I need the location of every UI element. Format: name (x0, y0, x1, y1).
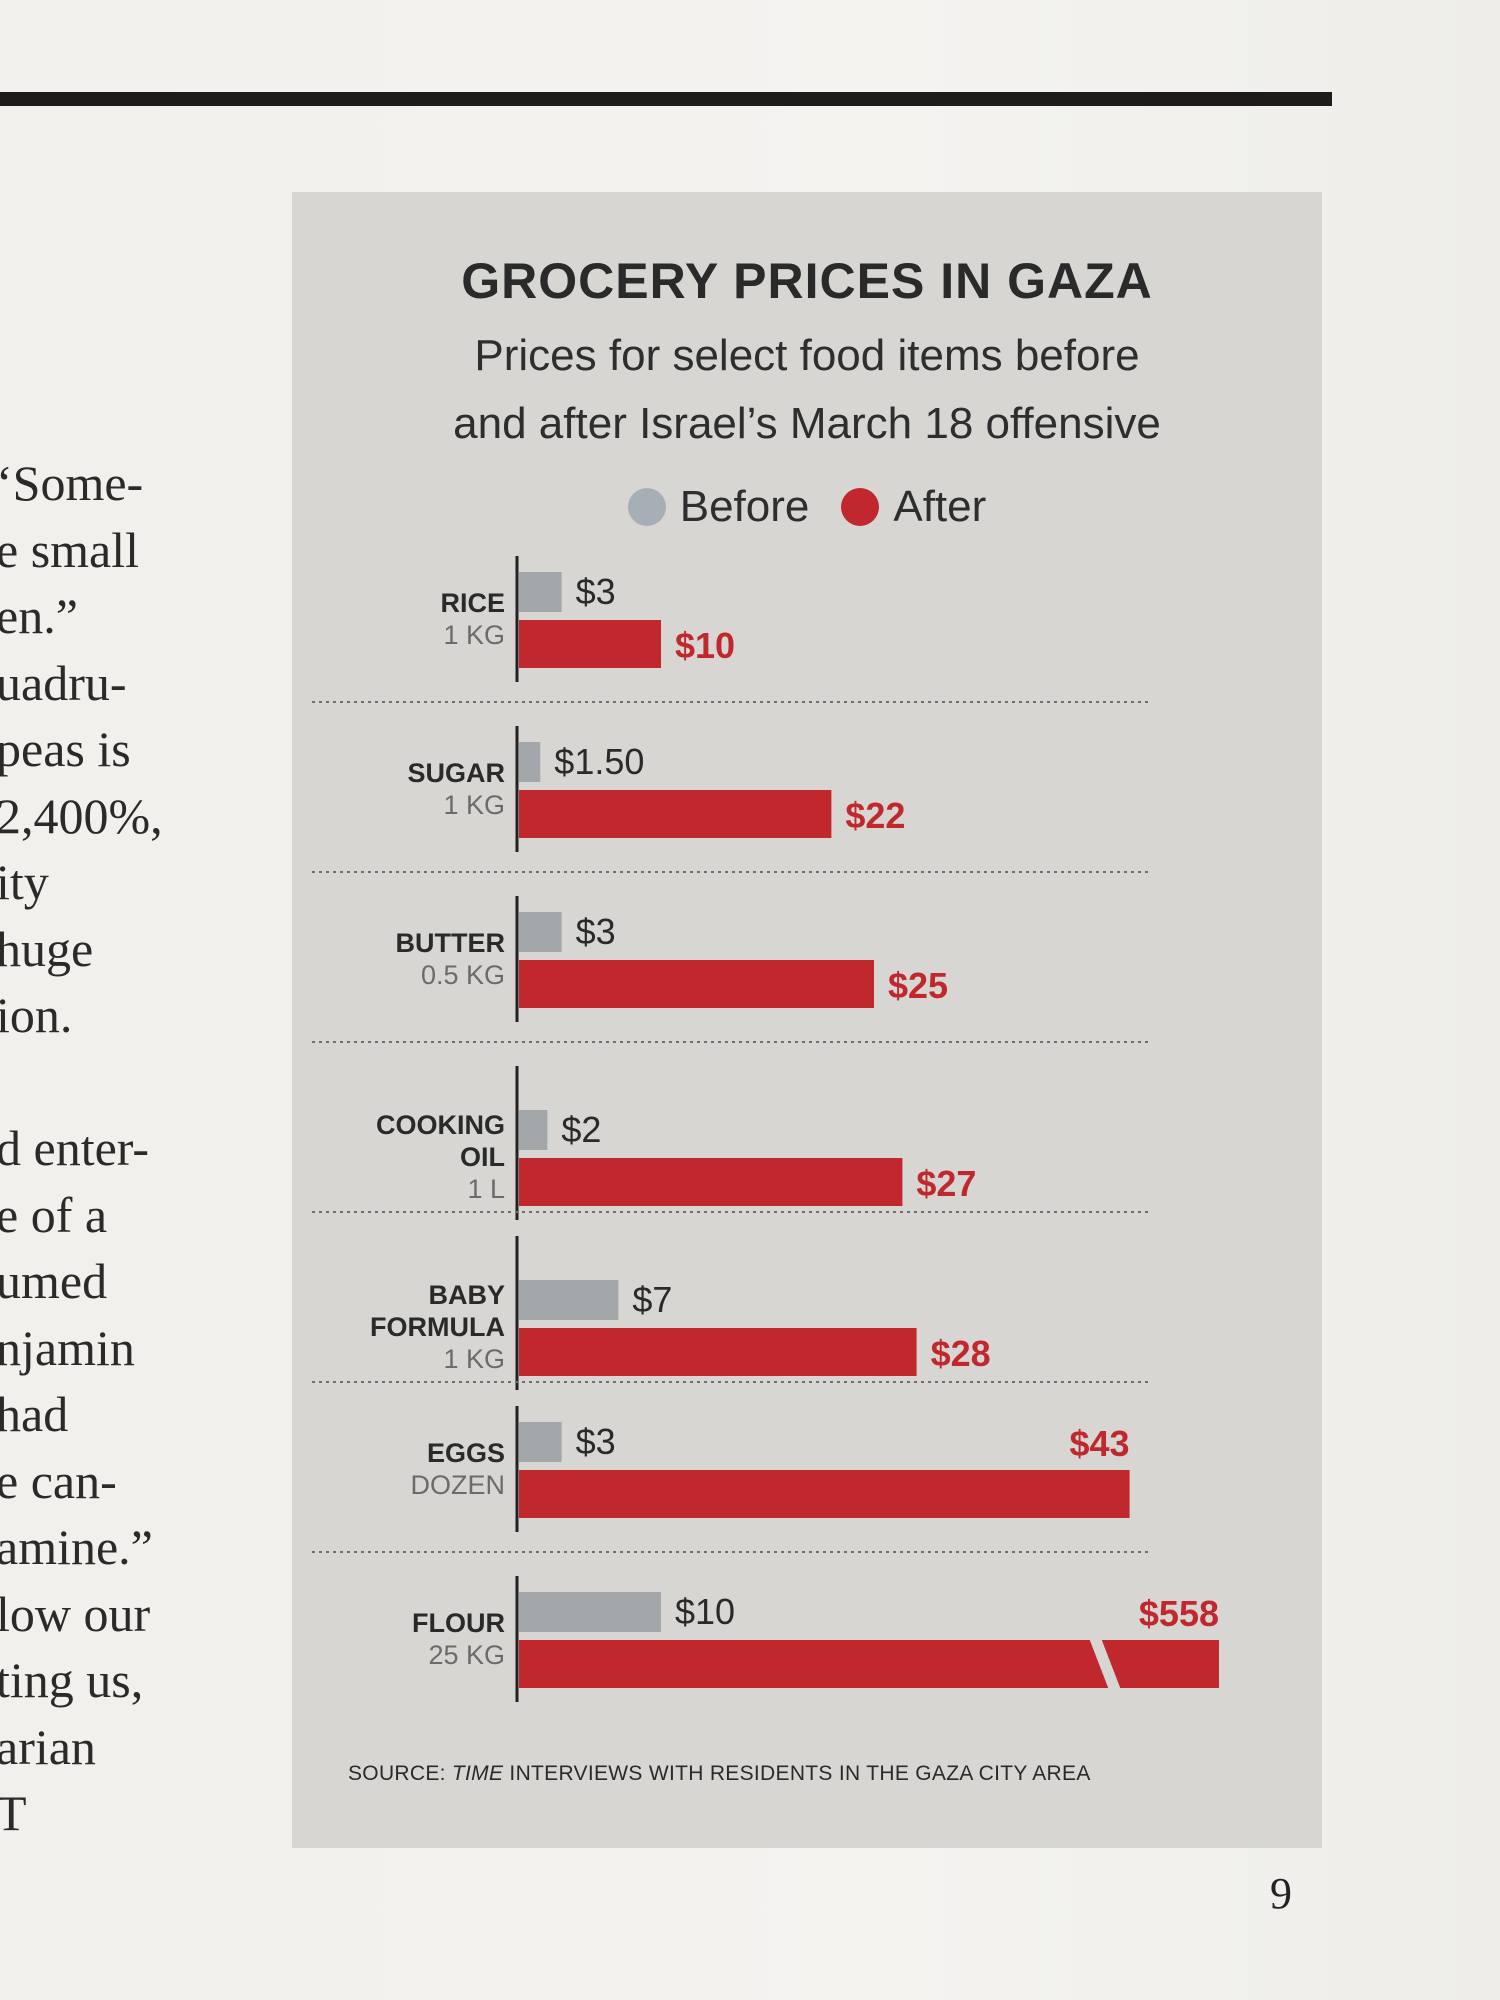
category-unit: 1 KG (443, 790, 505, 820)
value-label-after: $25 (888, 965, 948, 1006)
article-line: T (0, 1785, 27, 1841)
article-line: d enter- (0, 1120, 150, 1176)
chart-subtitle: Prices for select food items before and … (292, 322, 1322, 458)
article-line: uadru- (0, 654, 127, 711)
source-publication: TIME (451, 1762, 504, 1785)
source-note: SOURCE: TIME INTERVIEWS WITH RESIDENTS I… (348, 1762, 1091, 1786)
bar-before (519, 1592, 661, 1632)
article-line: e of a (0, 1186, 108, 1243)
category-label: RICE (440, 588, 505, 618)
article-line: amine.” (0, 1519, 153, 1575)
value-label-after: $558 (1139, 1593, 1219, 1634)
bar-before (519, 1280, 619, 1320)
category-unit: 0.5 KG (421, 960, 505, 990)
bar-after (519, 1470, 1130, 1518)
category-unit: 25 KG (428, 1640, 505, 1670)
value-label-after: $10 (675, 625, 735, 666)
chart-title: GROCERY PRICES IN GAZA (461, 253, 1153, 309)
article-line: low our (0, 1585, 151, 1642)
category-unit: 1 L (467, 1174, 505, 1204)
bar-before (519, 912, 562, 952)
bar-after (519, 960, 874, 1008)
infographic-panel: GROCERY PRICES IN GAZA Prices for select… (292, 192, 1322, 1848)
bar-before (519, 1422, 562, 1462)
category-unit: 1 KG (443, 1344, 505, 1374)
value-label-before: $3 (576, 1421, 616, 1462)
legend-item-before: Before (627, 482, 810, 532)
article-line: ‘Some- (0, 455, 144, 511)
category-label: FLOUR (412, 1608, 505, 1638)
article-line: arian (0, 1718, 96, 1775)
value-label-before: $3 (576, 571, 616, 612)
value-label-after: $43 (1070, 1423, 1130, 1464)
article-column-fragment: ‘Some-e small en.” uadru-peas is 2,400%, ity… (0, 450, 196, 1847)
article-line: njamin (0, 1319, 135, 1376)
category-label: OIL (460, 1142, 505, 1172)
legend-dot-before (627, 488, 666, 526)
category-label: FORMULA (370, 1312, 505, 1342)
source-prefix: SOURCE: (348, 1762, 452, 1785)
category-unit: DOZEN (411, 1470, 506, 1500)
value-label-before: $2 (561, 1109, 601, 1150)
legend: Before After (292, 482, 1322, 532)
top-rule (0, 92, 1332, 106)
subtitle-line-1: Prices for select food items before (474, 331, 1140, 380)
category-label: SUGAR (407, 758, 505, 788)
article-line: ity (0, 854, 49, 910)
article-line: huge (0, 920, 94, 977)
subtitle-line-2: and after Israel’s March 18 offensive (453, 399, 1161, 448)
article-line: peas is (0, 721, 131, 777)
value-label-before: $7 (632, 1279, 672, 1320)
category-unit: 1 KG (443, 620, 505, 650)
category-label: BUTTER (396, 928, 506, 958)
article-line: en.” (0, 588, 78, 644)
value-label-before: $10 (675, 1591, 735, 1632)
page-number: 9 (1270, 1869, 1292, 1918)
legend-label-before: Before (679, 482, 810, 531)
value-label-before: $3 (576, 911, 616, 952)
category-label: EGGS (427, 1438, 505, 1468)
value-label-after: $27 (916, 1163, 976, 1204)
article-line: ion. (0, 987, 73, 1043)
bar-before (519, 742, 541, 782)
category-label: BABY (428, 1280, 505, 1310)
value-label-before: $1.50 (554, 741, 644, 782)
bar-after (519, 1328, 917, 1376)
axis-break-mark (1089, 1638, 1121, 1690)
bar-after (519, 620, 661, 668)
source-rest: INTERVIEWS WITH RESIDENTS IN THE GAZA CI… (503, 1762, 1091, 1785)
category-label: COOKING (376, 1110, 505, 1140)
article-line: umed (0, 1253, 108, 1309)
value-label-after: $22 (845, 795, 905, 836)
article-line: had (0, 1386, 69, 1442)
bar-before (519, 1110, 548, 1150)
bar-after (519, 1158, 903, 1206)
article-line: e can- (0, 1452, 117, 1509)
value-label-after: $28 (931, 1333, 991, 1374)
article-line: ting us, (0, 1652, 144, 1708)
article-line: e small (0, 521, 140, 578)
legend-dot-after (841, 488, 880, 526)
bar-before (519, 572, 562, 612)
legend-item-after: After (841, 482, 986, 532)
article-line (0, 1049, 196, 1116)
bar-after (519, 790, 832, 838)
legend-label-after: After (893, 482, 987, 531)
article-line: 2,400%, (0, 787, 163, 844)
